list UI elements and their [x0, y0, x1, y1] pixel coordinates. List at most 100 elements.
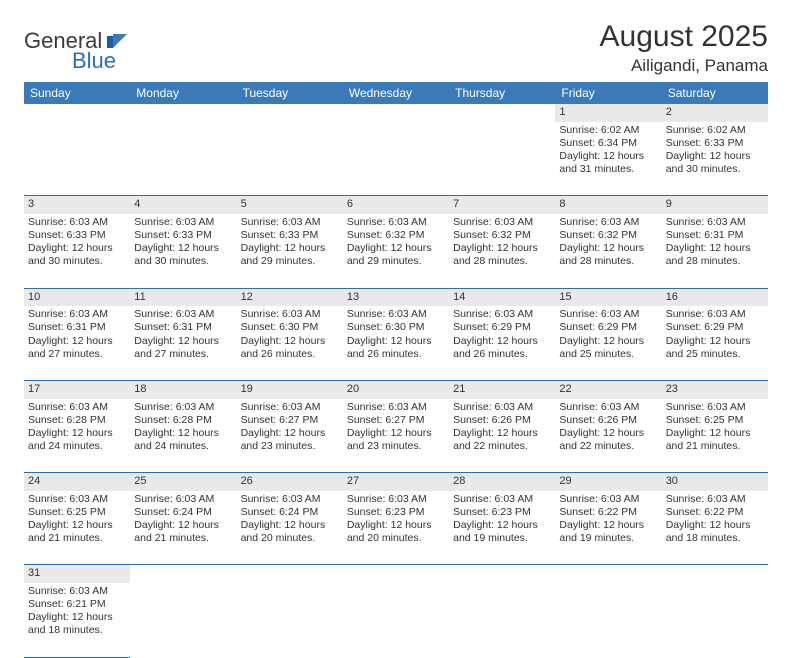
- day-number-cell: 22: [555, 380, 661, 398]
- day-cell: Sunrise: 6:03 AMSunset: 6:26 PMDaylight:…: [449, 399, 555, 473]
- weekday-header-row: SundayMondayTuesdayWednesdayThursdayFrid…: [24, 82, 768, 104]
- sunset-line: Sunset: 6:30 PM: [241, 321, 339, 334]
- sunrise-line: Sunrise: 6:03 AM: [666, 493, 764, 506]
- sunrise-line: Sunrise: 6:03 AM: [453, 216, 551, 229]
- sunset-line: Sunset: 6:31 PM: [134, 321, 232, 334]
- sunset-line: Sunset: 6:28 PM: [134, 414, 232, 427]
- sunrise-line: Sunrise: 6:03 AM: [28, 401, 126, 414]
- sunset-line: Sunset: 6:24 PM: [241, 506, 339, 519]
- daylight-line: Daylight: 12 hours and 28 minutes.: [666, 242, 764, 268]
- day-number-cell: 27: [343, 473, 449, 491]
- day-number-cell: 21: [449, 380, 555, 398]
- day-number-cell: 3: [24, 196, 130, 214]
- day-number-cell: [237, 565, 343, 583]
- daylight-line: Daylight: 12 hours and 19 minutes.: [559, 519, 657, 545]
- day-number-cell: 7: [449, 196, 555, 214]
- weekday-header: Monday: [130, 82, 236, 104]
- daylight-line: Daylight: 12 hours and 25 minutes.: [559, 335, 657, 361]
- day-cell: Sunrise: 6:02 AMSunset: 6:34 PMDaylight:…: [555, 122, 661, 196]
- daylight-line: Daylight: 12 hours and 23 minutes.: [241, 427, 339, 453]
- day-number-row: 24252627282930: [24, 473, 768, 491]
- day-number-cell: [130, 565, 236, 583]
- sunrise-line: Sunrise: 6:03 AM: [666, 401, 764, 414]
- sunrise-line: Sunrise: 6:03 AM: [666, 308, 764, 321]
- weekday-header: Wednesday: [343, 82, 449, 104]
- sunset-line: Sunset: 6:26 PM: [559, 414, 657, 427]
- day-content-row: Sunrise: 6:03 AMSunset: 6:31 PMDaylight:…: [24, 306, 768, 380]
- day-number-cell: [24, 104, 130, 122]
- day-number-cell: 11: [130, 288, 236, 306]
- day-cell: Sunrise: 6:02 AMSunset: 6:33 PMDaylight:…: [662, 122, 768, 196]
- day-cell: Sunrise: 6:03 AMSunset: 6:32 PMDaylight:…: [343, 214, 449, 288]
- daylight-line: Daylight: 12 hours and 28 minutes.: [559, 242, 657, 268]
- location-text: Ailigandi, Panama: [600, 56, 768, 76]
- sunrise-line: Sunrise: 6:03 AM: [241, 216, 339, 229]
- sunset-line: Sunset: 6:32 PM: [347, 229, 445, 242]
- day-cell: Sunrise: 6:03 AMSunset: 6:31 PMDaylight:…: [130, 306, 236, 380]
- day-cell: Sunrise: 6:03 AMSunset: 6:32 PMDaylight:…: [555, 214, 661, 288]
- day-cell: Sunrise: 6:03 AMSunset: 6:22 PMDaylight:…: [555, 491, 661, 565]
- day-number-row: 12: [24, 104, 768, 122]
- daylight-line: Daylight: 12 hours and 26 minutes.: [453, 335, 551, 361]
- day-cell: Sunrise: 6:03 AMSunset: 6:27 PMDaylight:…: [343, 399, 449, 473]
- empty-cell: [237, 122, 343, 196]
- day-number-cell: 15: [555, 288, 661, 306]
- empty-cell: [343, 122, 449, 196]
- sunset-line: Sunset: 6:32 PM: [453, 229, 551, 242]
- day-cell: Sunrise: 6:03 AMSunset: 6:23 PMDaylight:…: [343, 491, 449, 565]
- logo: General Blue: [24, 28, 129, 74]
- sunrise-line: Sunrise: 6:03 AM: [347, 216, 445, 229]
- daylight-line: Daylight: 12 hours and 25 minutes.: [666, 335, 764, 361]
- day-cell: Sunrise: 6:03 AMSunset: 6:25 PMDaylight:…: [662, 399, 768, 473]
- daylight-line: Daylight: 12 hours and 31 minutes.: [559, 150, 657, 176]
- day-number-cell: 9: [662, 196, 768, 214]
- daylight-line: Daylight: 12 hours and 19 minutes.: [453, 519, 551, 545]
- day-number-cell: 12: [237, 288, 343, 306]
- sunrise-line: Sunrise: 6:03 AM: [666, 216, 764, 229]
- daylight-line: Daylight: 12 hours and 20 minutes.: [347, 519, 445, 545]
- day-cell: Sunrise: 6:03 AMSunset: 6:33 PMDaylight:…: [130, 214, 236, 288]
- day-cell: Sunrise: 6:03 AMSunset: 6:30 PMDaylight:…: [237, 306, 343, 380]
- daylight-line: Daylight: 12 hours and 29 minutes.: [347, 242, 445, 268]
- day-number-cell: 31: [24, 565, 130, 583]
- sunset-line: Sunset: 6:34 PM: [559, 137, 657, 150]
- daylight-line: Daylight: 12 hours and 30 minutes.: [28, 242, 126, 268]
- calendar-table: SundayMondayTuesdayWednesdayThursdayFrid…: [24, 82, 768, 658]
- day-content-row: Sunrise: 6:03 AMSunset: 6:25 PMDaylight:…: [24, 491, 768, 565]
- sunrise-line: Sunrise: 6:03 AM: [347, 401, 445, 414]
- sunrise-line: Sunrise: 6:02 AM: [666, 124, 764, 137]
- daylight-line: Daylight: 12 hours and 24 minutes.: [134, 427, 232, 453]
- day-cell: Sunrise: 6:03 AMSunset: 6:33 PMDaylight:…: [24, 214, 130, 288]
- day-number-cell: 19: [237, 380, 343, 398]
- day-cell: Sunrise: 6:03 AMSunset: 6:25 PMDaylight:…: [24, 491, 130, 565]
- sunset-line: Sunset: 6:31 PM: [666, 229, 764, 242]
- day-number-cell: 16: [662, 288, 768, 306]
- logo-blue-text: Blue: [72, 48, 116, 74]
- daylight-line: Daylight: 12 hours and 29 minutes.: [241, 242, 339, 268]
- day-number-cell: 10: [24, 288, 130, 306]
- sunrise-line: Sunrise: 6:03 AM: [134, 216, 232, 229]
- sunset-line: Sunset: 6:29 PM: [666, 321, 764, 334]
- sunset-line: Sunset: 6:27 PM: [241, 414, 339, 427]
- sunrise-line: Sunrise: 6:03 AM: [28, 585, 126, 598]
- weekday-header: Tuesday: [237, 82, 343, 104]
- sunset-line: Sunset: 6:30 PM: [347, 321, 445, 334]
- sunset-line: Sunset: 6:22 PM: [559, 506, 657, 519]
- sunset-line: Sunset: 6:23 PM: [453, 506, 551, 519]
- sunrise-line: Sunrise: 6:03 AM: [134, 493, 232, 506]
- day-number-cell: 6: [343, 196, 449, 214]
- day-number-cell: [449, 565, 555, 583]
- day-cell: Sunrise: 6:03 AMSunset: 6:22 PMDaylight:…: [662, 491, 768, 565]
- day-cell: Sunrise: 6:03 AMSunset: 6:28 PMDaylight:…: [24, 399, 130, 473]
- sunrise-line: Sunrise: 6:03 AM: [134, 308, 232, 321]
- sunrise-line: Sunrise: 6:03 AM: [241, 308, 339, 321]
- day-number-cell: 26: [237, 473, 343, 491]
- day-cell: Sunrise: 6:03 AMSunset: 6:29 PMDaylight:…: [662, 306, 768, 380]
- day-number-row: 31: [24, 565, 768, 583]
- daylight-line: Daylight: 12 hours and 21 minutes.: [134, 519, 232, 545]
- sunrise-line: Sunrise: 6:03 AM: [453, 401, 551, 414]
- sunset-line: Sunset: 6:28 PM: [28, 414, 126, 427]
- day-number-row: 17181920212223: [24, 380, 768, 398]
- empty-cell: [237, 583, 343, 657]
- day-cell: Sunrise: 6:03 AMSunset: 6:32 PMDaylight:…: [449, 214, 555, 288]
